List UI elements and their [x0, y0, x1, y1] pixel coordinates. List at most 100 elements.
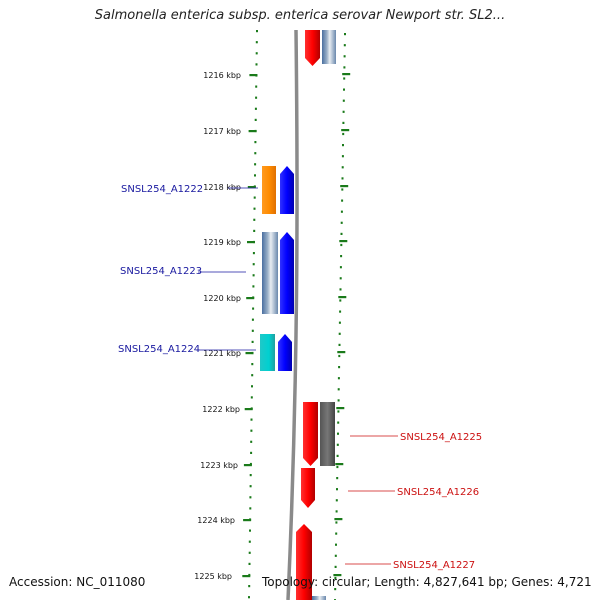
- scale-tick: [336, 454, 339, 457]
- gene-label-A1223[interactable]: SNSL254_A1223: [120, 266, 202, 277]
- scale-tick: [252, 252, 255, 255]
- scale-tick: [255, 85, 258, 88]
- scale-label-1223: 1223 kbp: [200, 461, 238, 470]
- major-tick: [341, 129, 350, 132]
- scale-tick: [250, 429, 253, 432]
- gene-block: [260, 334, 275, 371]
- scale-tick: [343, 66, 346, 69]
- scale-tick: [334, 554, 337, 557]
- scale-tick: [253, 218, 256, 221]
- gene-label-A1224[interactable]: SNSL254_A1224: [118, 344, 200, 355]
- gene-label-A1227[interactable]: SNSL254_A1227: [393, 560, 475, 571]
- scale-tick: [250, 418, 253, 421]
- scale-tick: [251, 329, 254, 332]
- major-tick: [334, 518, 343, 521]
- major-tick: [245, 352, 254, 355]
- gene-arrow-forward: [280, 166, 294, 214]
- major-tick: [333, 574, 342, 577]
- scale-tick: [249, 496, 252, 499]
- scale-tick: [338, 332, 341, 335]
- scale-tick: [341, 177, 344, 180]
- scale-tick: [249, 507, 252, 510]
- gene-label-A1226[interactable]: SNSL254_A1226: [397, 487, 479, 498]
- scale-tick: [249, 529, 251, 532]
- scale-tick: [252, 285, 255, 288]
- scale-tick: [254, 174, 256, 177]
- scale-tick: [339, 288, 342, 291]
- scale-tick: [336, 465, 339, 469]
- scale-tick: [255, 41, 258, 44]
- scale-tick: [248, 551, 251, 554]
- scale-tick: [252, 307, 255, 310]
- scale-tick: [341, 155, 344, 158]
- scale-label-1216: 1216 kbp: [203, 71, 241, 80]
- scale-tick: [337, 432, 339, 435]
- gene-block: [262, 232, 278, 314]
- gene-group-A1224: [260, 334, 292, 371]
- gene-group-A1223: [262, 232, 294, 314]
- gene-arrow-reverse: [301, 468, 315, 508]
- scale-tick: [338, 366, 341, 369]
- major-tick: [244, 408, 253, 411]
- top-genes: [305, 30, 336, 66]
- scale-tick: [248, 540, 251, 543]
- scale-tick: [253, 207, 256, 210]
- scale-tick: [335, 510, 338, 513]
- scale-tick: [337, 388, 340, 391]
- scale-tick: [341, 199, 344, 202]
- gene-labels-right: SNSL254_A1225 SNSL254_A1226 SNSL254_A122…: [345, 432, 482, 571]
- gene-label-A1225[interactable]: SNSL254_A1225: [400, 432, 482, 443]
- scale-label-1219: 1219 kbp: [203, 238, 241, 247]
- scale-label-1218: 1218 kbp: [203, 183, 241, 192]
- scale-tick: [339, 299, 342, 302]
- major-tick: [242, 575, 251, 578]
- scale-tick: [251, 340, 254, 343]
- scale-tick: [255, 96, 258, 99]
- scale-tick: [250, 451, 253, 454]
- accession-text: Accession: NC_011080: [9, 575, 146, 589]
- scale-tick: [255, 63, 258, 66]
- major-tick: [338, 296, 347, 299]
- scale-tick: [340, 210, 343, 213]
- scale-tick: [248, 562, 251, 565]
- scale-ticks-left: [242, 30, 258, 599]
- scale-tick: [254, 163, 257, 166]
- scale-tick: [340, 221, 343, 224]
- scale-label-1225: 1225 kbp: [194, 572, 232, 581]
- major-tick: [246, 297, 255, 300]
- scale-tick: [342, 132, 345, 136]
- gene-group-A1227: [296, 524, 312, 600]
- scale-tick: [337, 410, 340, 413]
- gene-arrow-reverse: [305, 30, 320, 66]
- scale-label-1220: 1220 kbp: [203, 294, 241, 303]
- scale-tick: [251, 363, 254, 366]
- major-tick: [340, 185, 349, 188]
- scale-tick: [343, 55, 346, 58]
- gene-label-A1222[interactable]: SNSL254_A1222: [121, 184, 203, 195]
- scale-tick: [342, 121, 345, 124]
- gene-arrow-forward: [280, 232, 294, 314]
- scale-tick: [334, 565, 337, 568]
- scale-tick: [254, 152, 257, 155]
- scale-tick: [340, 255, 343, 258]
- major-tick: [337, 351, 346, 354]
- gene-arrow-reverse: [303, 402, 318, 466]
- scale-tick: [339, 266, 342, 269]
- scale-tick: [336, 488, 338, 491]
- scale-tick: [343, 88, 345, 91]
- scale-tick: [342, 99, 345, 102]
- gene-block: [322, 30, 336, 64]
- scale-tick: [251, 374, 254, 377]
- scale-tick: [334, 576, 337, 580]
- scale-ticks-right: [333, 33, 351, 600]
- scale-tick: [336, 477, 339, 480]
- scale-tick: [334, 588, 337, 591]
- scale-tick: [335, 521, 338, 524]
- gene-block: [262, 166, 276, 214]
- scale-tick: [335, 499, 338, 502]
- scale-tick: [254, 141, 257, 144]
- scale-tick: [340, 232, 343, 235]
- scale-tick: [250, 440, 253, 443]
